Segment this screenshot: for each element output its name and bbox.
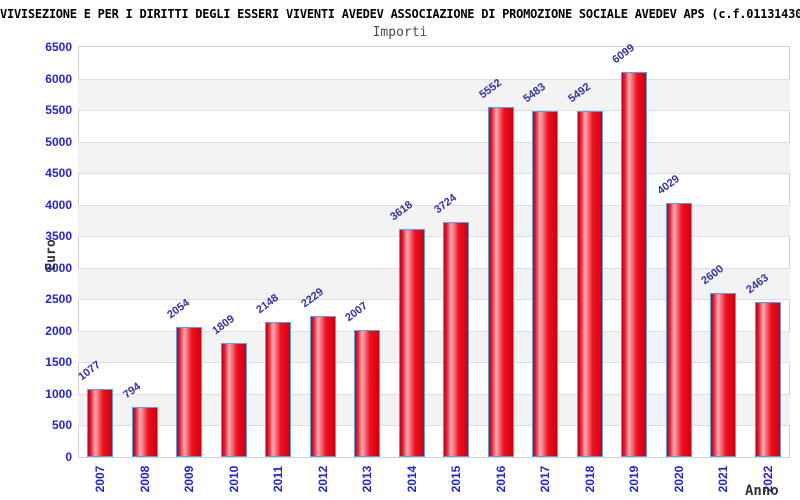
x-tick-label: 2011 bbox=[271, 465, 286, 493]
gridline bbox=[78, 78, 790, 80]
y-tick-label: 2500 bbox=[45, 292, 72, 307]
bar bbox=[87, 389, 114, 457]
bar bbox=[309, 316, 336, 457]
y-tick-label: 5000 bbox=[45, 134, 72, 149]
x-tick-label: 2018 bbox=[582, 465, 597, 493]
gridline bbox=[78, 299, 790, 301]
x-tick-label: 2020 bbox=[671, 465, 686, 493]
gridline bbox=[78, 204, 790, 206]
bar bbox=[398, 228, 425, 457]
bar bbox=[443, 222, 470, 457]
chart-title: VIVISEZIONE E PER I DIRITTI DEGLI ESSERI… bbox=[0, 7, 800, 21]
y-tick-label: 6000 bbox=[45, 71, 72, 86]
gridline bbox=[78, 173, 790, 175]
y-tick-label: 4500 bbox=[45, 166, 72, 181]
y-tick-label: 1000 bbox=[45, 386, 72, 401]
gridline bbox=[78, 330, 790, 332]
y-tick-label: 6500 bbox=[45, 40, 72, 54]
y-axis-title: Euro bbox=[44, 239, 59, 271]
x-tick-label: 2019 bbox=[627, 465, 642, 493]
gridline bbox=[78, 362, 790, 364]
bar bbox=[754, 301, 781, 457]
x-tick-label: 2010 bbox=[226, 465, 241, 493]
plot-band bbox=[78, 78, 790, 111]
bar bbox=[710, 293, 737, 457]
bar bbox=[176, 327, 203, 457]
x-tick-label: 2017 bbox=[538, 465, 553, 493]
y-tick-label: 4000 bbox=[45, 197, 72, 212]
gridline bbox=[78, 110, 790, 112]
chart-subtitle: Importi bbox=[372, 25, 428, 40]
bar bbox=[265, 321, 292, 457]
bar bbox=[576, 110, 603, 457]
y-tick-label: 1500 bbox=[45, 355, 72, 370]
bar bbox=[220, 342, 247, 457]
x-tick-label: 2009 bbox=[182, 465, 197, 493]
bar bbox=[532, 111, 559, 457]
x-axis-title: Anno bbox=[745, 483, 779, 499]
bar bbox=[487, 106, 514, 457]
x-tick-label: 2014 bbox=[404, 465, 419, 493]
y-tick-label: 500 bbox=[51, 418, 72, 433]
bar bbox=[665, 202, 692, 457]
y-tick-label: 5500 bbox=[45, 103, 72, 118]
gridline bbox=[78, 425, 790, 427]
bar bbox=[621, 72, 648, 457]
gridline bbox=[78, 267, 790, 269]
x-tick-label: 2012 bbox=[315, 465, 330, 493]
y-tick-label: 2000 bbox=[45, 323, 72, 338]
bar bbox=[131, 406, 158, 457]
y-tick-label: 3000 bbox=[45, 260, 72, 275]
bar bbox=[354, 330, 381, 457]
x-tick-label: 2016 bbox=[493, 465, 508, 493]
x-tick-label: 2007 bbox=[93, 465, 108, 493]
gridline bbox=[78, 141, 790, 143]
x-tick-label: 2013 bbox=[360, 465, 375, 493]
x-tick-label: 2021 bbox=[716, 465, 731, 493]
plot-band bbox=[78, 141, 790, 174]
y-tick-label: 0 bbox=[65, 450, 72, 464]
gridline bbox=[78, 236, 790, 238]
gridline bbox=[78, 393, 790, 395]
x-tick-label: 2015 bbox=[449, 465, 464, 493]
y-tick-label: 3500 bbox=[45, 229, 72, 244]
x-tick-label: 2008 bbox=[137, 465, 152, 493]
